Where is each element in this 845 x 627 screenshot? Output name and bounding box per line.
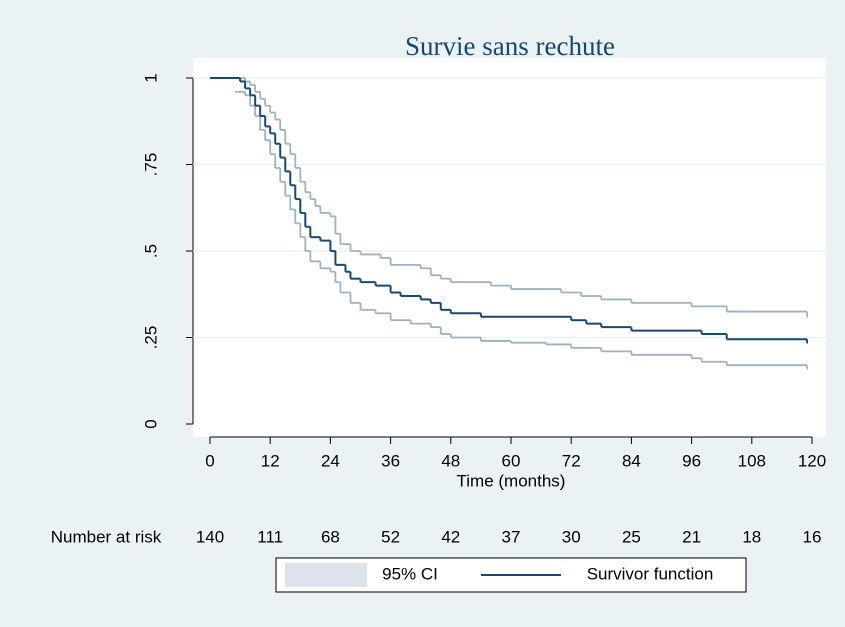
- x-tick-label: 0: [205, 451, 214, 470]
- legend-swatch-ci: [285, 563, 367, 587]
- legend-label: 95% CI: [382, 564, 438, 583]
- x-axis-title: Time (months): [457, 471, 566, 490]
- x-tick-label: 36: [381, 451, 400, 470]
- at-risk-count: 52: [381, 527, 400, 546]
- x-tick-label: 108: [738, 451, 766, 470]
- x-tick-label: 48: [441, 451, 460, 470]
- y-tick-label: .25: [141, 326, 160, 350]
- at-risk-label: Number at risk: [51, 527, 162, 546]
- x-tick-label: 24: [321, 451, 340, 470]
- x-tick-label: 12: [261, 451, 280, 470]
- at-risk-count: 111: [257, 527, 283, 546]
- at-risk-count: 140: [196, 527, 224, 546]
- x-tick-label: 96: [682, 451, 701, 470]
- plot-area: [193, 58, 826, 437]
- at-risk-count: 68: [321, 527, 340, 546]
- y-tick-label: 0: [141, 419, 160, 428]
- y-tick-label: 1: [141, 73, 160, 82]
- x-tick-label: 72: [562, 451, 581, 470]
- legend-label: Survivor function: [587, 564, 714, 583]
- x-tick-label: 60: [502, 451, 521, 470]
- y-tick-label: .75: [141, 153, 160, 177]
- at-risk-count: 37: [502, 527, 521, 546]
- at-risk-count: 21: [682, 527, 701, 546]
- x-tick-label: 120: [798, 451, 826, 470]
- at-risk-count: 16: [803, 527, 822, 546]
- chart-title: Survie sans rechute: [405, 31, 615, 61]
- at-risk-count: 42: [441, 527, 460, 546]
- at-risk-count: 30: [562, 527, 581, 546]
- at-risk-count: 18: [742, 527, 761, 546]
- x-tick-label: 84: [622, 451, 641, 470]
- y-tick-label: .5: [141, 244, 160, 258]
- at-risk-count: 25: [622, 527, 641, 546]
